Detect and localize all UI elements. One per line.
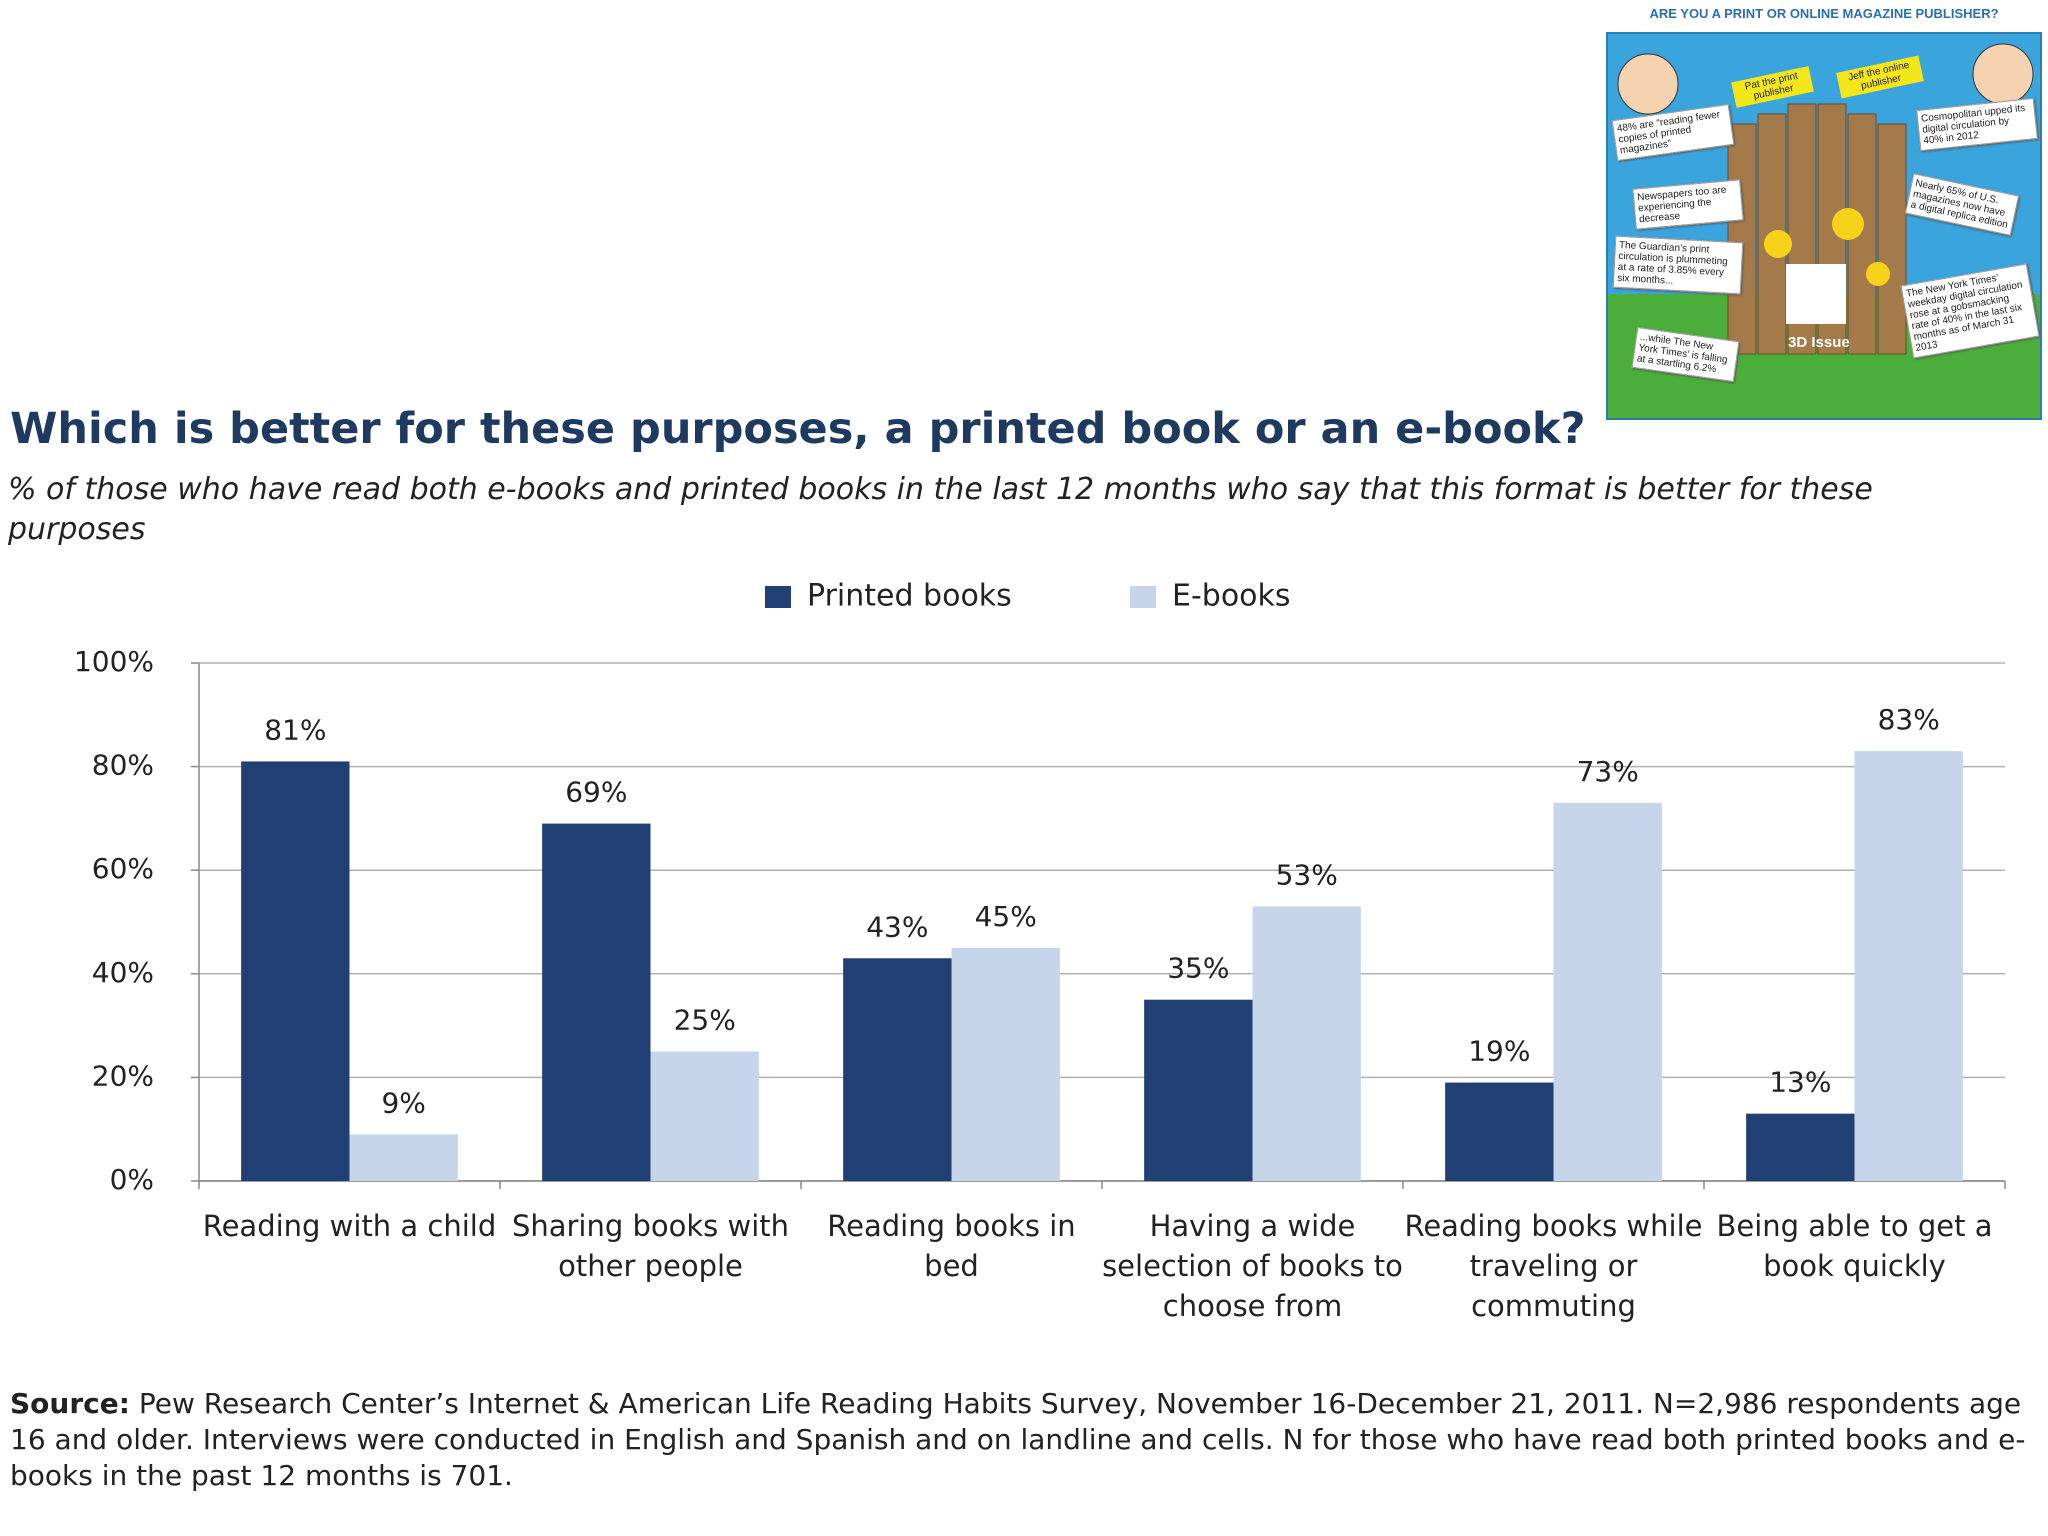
y-tick-label: 60% [92, 852, 154, 885]
inset-illustration: Pat the print publisher Jeff the online … [1606, 32, 2042, 420]
data-label: 13% [1769, 1066, 1831, 1099]
bar [542, 823, 651, 1181]
bar [349, 1134, 458, 1181]
fence [1727, 103, 1907, 355]
source-note: Source: Pew Research Center’s Internet &… [10, 1386, 2040, 1494]
note: The Guardian’s print circulation is plum… [1612, 235, 1744, 295]
chart-title: Which is better for these purposes, a pr… [10, 404, 1586, 454]
source-label: Source: [10, 1387, 130, 1420]
chart-subtitle: % of those who have read both e-books an… [8, 472, 1873, 547]
face-right [1972, 43, 2034, 105]
x-tick-label: Reading books while traveling or commuti… [1404, 1209, 1703, 1323]
bar [1144, 999, 1253, 1181]
y-tick-label: 100% [74, 645, 154, 678]
legend-swatch [765, 586, 791, 608]
bar [1252, 906, 1361, 1181]
data-label: 9% [381, 1086, 425, 1119]
legend-swatch [1130, 586, 1156, 608]
data-label: 19% [1468, 1035, 1530, 1068]
data-label: 53% [1276, 858, 1338, 891]
data-label: 83% [1878, 703, 1940, 736]
data-label: 25% [674, 1004, 736, 1037]
x-tick-label: Having a wide selection of books to choo… [1102, 1209, 1403, 1323]
bar [843, 958, 952, 1181]
legend-label: E-books [1172, 579, 1291, 614]
data-label: 43% [866, 910, 928, 943]
issue-icon [1786, 264, 1846, 324]
bar [1553, 802, 1662, 1181]
y-tick-label: 0% [110, 1163, 154, 1196]
x-tick-label: Sharing books with other people [511, 1209, 790, 1283]
inset-brand: 3D Issue [1788, 334, 1850, 351]
bar [951, 947, 1060, 1181]
bar [1445, 1082, 1554, 1181]
legend-label: Printed books [807, 579, 1012, 614]
bar [650, 1051, 759, 1181]
x-tick-label: Reading with a child [202, 1209, 497, 1243]
data-label: 45% [975, 900, 1037, 933]
data-label: 69% [565, 776, 627, 809]
data-label: 73% [1577, 755, 1639, 788]
y-tick-label: 40% [92, 956, 154, 989]
y-tick-label: 80% [92, 749, 154, 782]
data-label: 81% [264, 713, 326, 746]
source-text: Pew Research Center’s Internet & America… [10, 1387, 2026, 1492]
bar [241, 761, 350, 1181]
x-tick-label: Being able to get a book quickly [1716, 1209, 1993, 1283]
bar [1854, 751, 1963, 1181]
data-label: 35% [1167, 952, 1229, 985]
bar [1746, 1113, 1855, 1181]
face-left [1617, 53, 1679, 115]
x-tick-label: Reading books in bed [827, 1209, 1076, 1283]
inset-title: ARE YOU A PRINT OR ONLINE MAGAZINE PUBLI… [1649, 6, 1999, 21]
y-tick-label: 20% [92, 1059, 154, 1092]
